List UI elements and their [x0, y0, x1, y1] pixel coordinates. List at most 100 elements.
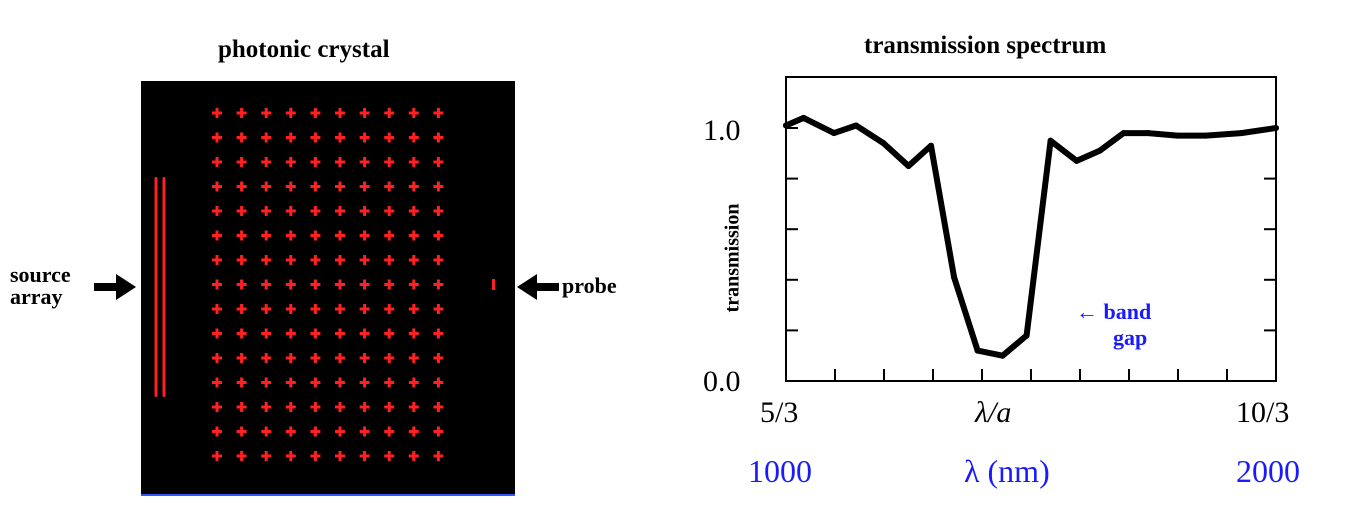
- lattice-rod: [212, 279, 222, 290]
- lattice-rod: [285, 426, 296, 437]
- lattice-rod: [310, 181, 321, 192]
- lattice-rod: [236, 132, 247, 143]
- lattice-rod: [408, 353, 419, 363]
- lattice-rod: [236, 181, 247, 192]
- source-line: [162, 177, 166, 397]
- lattice-rod: [359, 181, 370, 192]
- data-point: [831, 130, 838, 137]
- lattice-rod: [261, 206, 272, 216]
- lattice-rod: [310, 353, 321, 363]
- lattice-rod: [310, 230, 321, 241]
- source-label-line2: array: [10, 284, 63, 309]
- lattice-rod: [433, 426, 444, 437]
- band-gap-line2: gap: [1113, 325, 1148, 350]
- lattice-rod: [384, 108, 395, 118]
- data-point: [783, 122, 789, 129]
- lattice-rod: [212, 181, 222, 192]
- lattice-rod: [285, 181, 296, 192]
- lattice-rod: [433, 377, 444, 388]
- lattice-rod: [236, 353, 247, 363]
- probe-label: probe: [562, 273, 617, 298]
- lattice-rod: [261, 451, 272, 461]
- lattice-rod: [285, 328, 296, 339]
- data-point: [974, 347, 981, 354]
- source-label-line1: source: [10, 262, 71, 287]
- lattice-rod: [335, 230, 345, 241]
- lattice-rod: [261, 132, 272, 143]
- x-tick-label-right: 10/3: [1236, 396, 1290, 429]
- photonic-crystal-panel: [141, 81, 515, 496]
- lattice-rod: [310, 451, 321, 461]
- lattice-rod: [335, 132, 345, 143]
- lattice-rod: [359, 426, 370, 437]
- lattice-rod: [285, 230, 296, 241]
- data-point: [1145, 130, 1152, 137]
- lattice-rod: [384, 426, 395, 437]
- lattice-rod: [384, 328, 395, 339]
- lattice-rod: [359, 328, 370, 339]
- lattice-rod: [335, 402, 345, 412]
- lattice-rod: [212, 108, 222, 118]
- data-point: [1238, 130, 1245, 137]
- lattice-rod: [310, 304, 321, 314]
- data-point: [1273, 125, 1279, 131]
- lattice-rod: [285, 451, 296, 461]
- lattice-rod: [236, 402, 247, 412]
- lattice-rod: [310, 426, 321, 437]
- lattice-rod: [408, 181, 419, 192]
- lattice-rod: [384, 377, 395, 388]
- lattice-rod: [236, 206, 247, 216]
- lattice-rod: [359, 353, 370, 363]
- lattice-rod: [261, 353, 272, 363]
- lattice-rod: [384, 451, 395, 461]
- lattice-rod: [359, 304, 370, 314]
- lattice-rod: [433, 304, 444, 314]
- data-point: [1023, 332, 1030, 339]
- data-point: [853, 122, 860, 129]
- data-point: [1047, 137, 1054, 144]
- lattice-rod: [212, 377, 222, 388]
- lattice-rod: [310, 377, 321, 388]
- lattice-rod: [408, 426, 419, 437]
- lattice-rod: [408, 451, 419, 461]
- data-point: [928, 142, 935, 149]
- lattice-rod: [212, 304, 222, 314]
- band-gap-line1: band: [1103, 299, 1152, 324]
- lattice-rod: [384, 181, 395, 192]
- lattice-rod: [285, 353, 296, 363]
- lattice-rod: [384, 230, 395, 241]
- lattice-rod: [433, 230, 444, 241]
- lattice-rod: [433, 206, 444, 216]
- lattice-rod: [359, 206, 370, 216]
- wavelength-label-right: 2000: [1236, 453, 1300, 489]
- right-arrow-icon: [94, 274, 136, 300]
- data-point: [1073, 157, 1080, 164]
- spectrum-title: transmission spectrum: [864, 32, 1107, 59]
- lattice-rod: [285, 402, 296, 412]
- lattice-rod: [359, 157, 370, 167]
- lattice-rod: [359, 377, 370, 388]
- lattice-rod: [433, 328, 444, 339]
- lattice-rod: [212, 157, 222, 167]
- lattice-rod: [433, 157, 444, 167]
- lattice-rod: [384, 353, 395, 363]
- lattice-rod: [310, 328, 321, 339]
- lattice-rod: [335, 181, 345, 192]
- lattice-rod: [236, 304, 247, 314]
- lattice-rod: [335, 426, 345, 437]
- lattice-rod: [384, 255, 395, 265]
- lattice-rod: [433, 255, 444, 265]
- wavelength-label-left: 1000: [748, 453, 812, 489]
- lattice-rod: [384, 157, 395, 167]
- lattice-rod: [408, 279, 419, 290]
- lattice-rod: [359, 132, 370, 143]
- plot-frame: [785, 76, 1277, 382]
- y-axis-label: transmission: [721, 203, 744, 313]
- lattice-rod: [261, 108, 272, 118]
- lattice-rod: [310, 279, 321, 290]
- lattice-rod: [359, 255, 370, 265]
- lattice-rod: [408, 377, 419, 388]
- source-line: [154, 177, 158, 397]
- lattice-rod: [236, 255, 247, 265]
- lattice-rod: [236, 108, 247, 118]
